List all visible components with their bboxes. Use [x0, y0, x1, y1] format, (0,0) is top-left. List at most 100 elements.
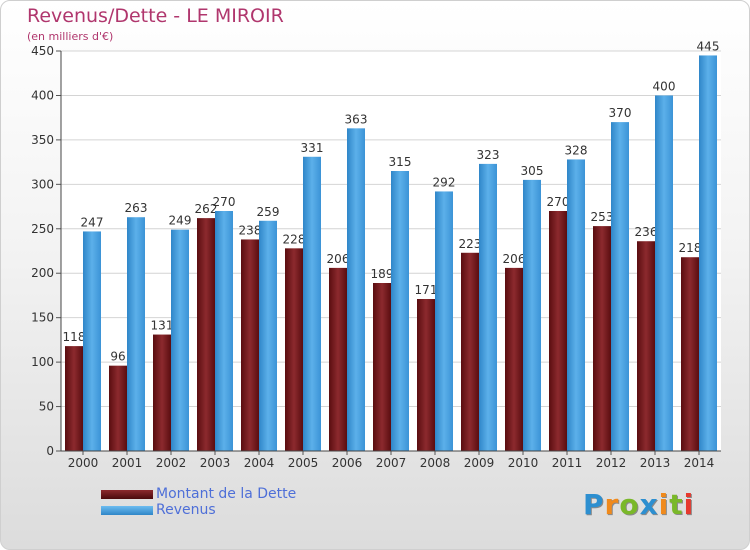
- data-label-dette: 238: [239, 223, 262, 237]
- x-tick-label: 2008: [420, 456, 451, 470]
- data-label-dette: 171: [415, 283, 438, 297]
- x-tick-label: 2006: [332, 456, 363, 470]
- bar-revenus: [479, 163, 497, 451]
- bar-dette: [373, 283, 391, 451]
- logo-letter: i: [658, 488, 670, 521]
- data-label-revenus: 400: [653, 79, 676, 93]
- bar-dette: [109, 365, 127, 451]
- y-tick-label: 200: [31, 266, 54, 280]
- bar-dette: [329, 267, 347, 451]
- x-tick-label: 2011: [552, 456, 583, 470]
- data-label-dette: 96: [110, 350, 125, 364]
- legend-swatch-revenus: [101, 506, 153, 515]
- x-tick-label: 2000: [68, 456, 99, 470]
- logo-letter: P: [583, 488, 605, 521]
- bar-revenus: [567, 159, 585, 451]
- data-label-revenus: 363: [345, 112, 368, 126]
- x-tick-label: 2007: [376, 456, 407, 470]
- data-label-revenus: 263: [125, 201, 148, 215]
- x-tick-label: 2009: [464, 456, 495, 470]
- y-tick-label: 300: [31, 177, 54, 191]
- bar-revenus: [391, 171, 409, 451]
- x-tick-label: 2005: [288, 456, 319, 470]
- bar-dette: [153, 334, 171, 451]
- bar-revenus: [259, 220, 277, 451]
- data-label-revenus: 323: [477, 148, 500, 162]
- data-label-revenus: 247: [81, 215, 104, 229]
- logo-letter: i: [683, 488, 695, 521]
- bar-revenus: [127, 217, 145, 451]
- x-tick-label: 2012: [596, 456, 627, 470]
- bar-revenus: [303, 156, 321, 451]
- bar-revenus: [347, 128, 365, 451]
- bar-revenus: [83, 231, 101, 451]
- data-label-dette: 218: [679, 241, 702, 255]
- data-label-dette: 262: [195, 202, 218, 216]
- y-tick-label: 400: [31, 88, 54, 102]
- data-label-revenus: 249: [169, 214, 192, 228]
- bar-dette: [461, 252, 479, 451]
- data-label-dette: 118: [63, 330, 86, 344]
- proxiti-logo: Proxiti: [583, 488, 694, 521]
- bar-revenus: [655, 95, 673, 451]
- legend-swatch-dette: [101, 490, 153, 499]
- bar-revenus: [611, 122, 629, 451]
- x-tick-label: 2004: [244, 456, 275, 470]
- data-label-revenus: 292: [433, 175, 456, 189]
- data-label-revenus: 305: [521, 164, 544, 178]
- x-tick-label: 2003: [200, 456, 231, 470]
- data-label-dette: 236: [635, 225, 658, 239]
- data-label-revenus: 370: [609, 106, 632, 120]
- y-tick-label: 150: [31, 311, 54, 325]
- data-label-dette: 228: [283, 232, 306, 246]
- bar-revenus: [523, 179, 541, 451]
- logo-letter: r: [604, 488, 620, 521]
- data-label-dette: 270: [547, 195, 570, 209]
- x-tick-label: 2002: [156, 456, 187, 470]
- data-label-revenus: 445: [697, 39, 720, 53]
- bar-dette: [681, 257, 699, 451]
- data-label-dette: 253: [591, 210, 614, 224]
- data-label-revenus: 259: [257, 205, 280, 219]
- x-tick-label: 2014: [684, 456, 715, 470]
- bar-revenus: [171, 229, 189, 451]
- bar-dette: [285, 248, 303, 451]
- bar-revenus: [435, 191, 453, 451]
- x-tick-label: 2013: [640, 456, 671, 470]
- data-label-dette: 223: [459, 237, 482, 251]
- y-tick-label: 0: [46, 444, 54, 458]
- data-label-revenus: 270: [213, 195, 236, 209]
- bar-dette: [241, 239, 259, 451]
- legend-label-revenus: Revenus: [156, 502, 216, 518]
- chart-title: Revenus/Dette - LE MIROIR: [27, 5, 284, 27]
- data-label-dette: 206: [503, 252, 526, 266]
- y-tick-label: 250: [31, 222, 54, 236]
- logo-letter: x: [639, 488, 659, 521]
- bar-revenus: [215, 211, 233, 451]
- bar-dette: [549, 211, 567, 451]
- y-tick-label: 350: [31, 133, 54, 147]
- bar-dette: [505, 267, 523, 451]
- data-label-dette: 131: [151, 319, 174, 333]
- y-tick-label: 50: [39, 400, 54, 414]
- bar-dette: [637, 241, 655, 451]
- bar-dette: [197, 218, 215, 451]
- bar-dette: [593, 226, 611, 451]
- x-tick-label: 2001: [112, 456, 143, 470]
- chart-subtitle: (en milliers d'€): [27, 30, 114, 43]
- y-tick-label: 100: [31, 355, 54, 369]
- x-tick-label: 2010: [508, 456, 539, 470]
- logo-letter: t: [669, 488, 684, 521]
- legend-label-dette: Montant de la Dette: [156, 486, 297, 502]
- data-label-dette: 206: [327, 252, 350, 266]
- bar-dette: [417, 299, 435, 451]
- data-label-revenus: 331: [301, 141, 324, 155]
- data-label-revenus: 315: [389, 155, 412, 169]
- data-label-revenus: 328: [565, 143, 588, 157]
- data-label-dette: 189: [371, 267, 394, 281]
- bar-dette: [65, 346, 83, 451]
- bar-revenus: [699, 55, 717, 451]
- y-tick-label: 450: [31, 44, 54, 58]
